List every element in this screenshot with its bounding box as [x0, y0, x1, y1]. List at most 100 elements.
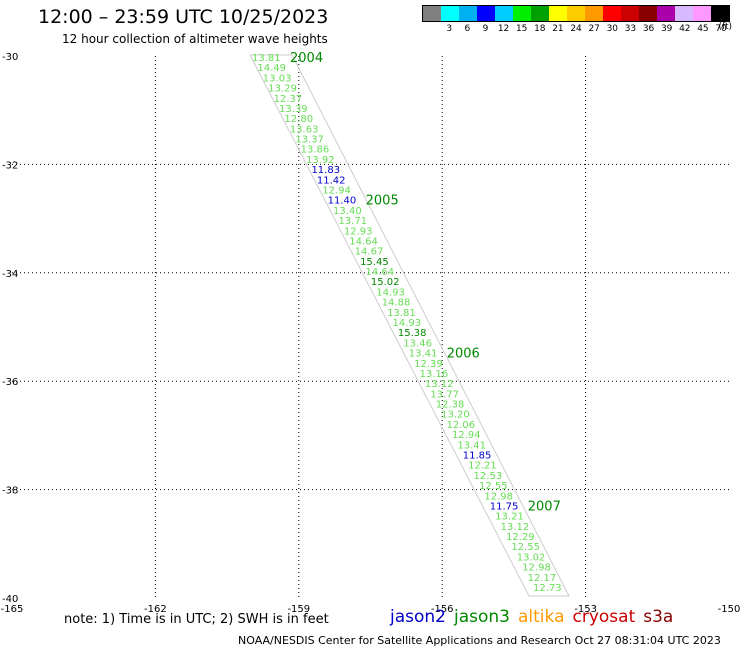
swh-value: 13.71: [338, 216, 367, 227]
swh-value: 13.81: [387, 308, 416, 319]
swh-value: 12.98: [522, 563, 551, 574]
lat-tick-label: -30: [2, 52, 18, 63]
scale-label: 6: [464, 24, 471, 34]
swh-value: 13.63: [290, 124, 319, 135]
swh-value: 13.86: [301, 145, 330, 156]
scale-swatch: [459, 6, 477, 21]
track-swath: [249, 54, 570, 597]
scale-swatch: [693, 6, 711, 21]
map-title: 12:00 – 23:59 UTC 10/25/2023: [38, 6, 329, 28]
swh-value: 14.49: [257, 63, 286, 74]
swh-value: 13.40: [333, 206, 362, 217]
legend-s3a: s3a: [643, 607, 674, 627]
scale-swatch: [621, 6, 639, 21]
time-label: 2004: [290, 51, 323, 66]
swh-value: 11.85: [463, 451, 492, 462]
swh-value: 12.38: [436, 400, 465, 411]
scale-swatch: [639, 6, 657, 21]
swh-value: 12.53: [474, 471, 503, 482]
scale-swatch: [549, 6, 567, 21]
swh-value: 13.29: [268, 84, 297, 95]
scale-label: 15: [515, 24, 528, 34]
swh-value: 13.37: [295, 135, 324, 146]
scale-label: 9: [482, 24, 489, 34]
color-scale-labels: 3 6 9 12 15 18 21 24 27 30 33 36 39 42 45 70: [422, 24, 730, 34]
swh-value: 11.75: [490, 501, 519, 512]
swh-value: 14.64: [349, 236, 378, 247]
swh-value: 11.40: [328, 196, 357, 207]
swh-value: 12.06: [447, 420, 476, 431]
swh-value: 12.94: [322, 186, 351, 197]
scale-label: 24: [570, 24, 582, 34]
map-subtitle: 12 hour collection of altimeter wave hei…: [62, 32, 328, 46]
swh-value: 13.21: [495, 512, 524, 523]
swh-value: 13.41: [457, 440, 486, 451]
swh-value: 12.39: [414, 359, 443, 370]
scale-label: 21: [552, 24, 564, 34]
swh-value: 14.64: [365, 267, 394, 278]
swh-value: 14.67: [355, 247, 384, 258]
color-scale-unit: (ft): [718, 22, 732, 32]
scale-swatch: [567, 6, 585, 21]
scale-swatch: [657, 6, 675, 21]
scale-label: 45: [697, 24, 709, 34]
scale-swatch: [477, 6, 495, 21]
scale-label: 70: [715, 24, 727, 34]
swh-value: 12.55: [511, 542, 540, 553]
swh-value: 12.17: [528, 573, 557, 584]
scale-label: 39: [660, 24, 673, 34]
scale-label: 12: [497, 24, 510, 34]
lat-tick-label: -32: [2, 160, 18, 171]
swh-value: 12.80: [284, 114, 313, 125]
swh-value: 13.20: [441, 410, 470, 421]
swh-value: 13.16: [420, 369, 449, 380]
scale-swatch: [675, 6, 693, 21]
scale-label: 3: [446, 24, 453, 34]
legend-jason2: jason2: [390, 607, 446, 627]
scale-swatch: [513, 6, 531, 21]
swh-value: 13.03: [263, 73, 292, 84]
legend-cryosat: cryosat: [572, 607, 636, 627]
scale-label: 30: [606, 24, 619, 34]
scale-label: 36: [642, 24, 655, 34]
time-label: 2006: [447, 347, 480, 362]
lat-tick-label: -40: [2, 594, 18, 605]
lat-tick-label: -38: [2, 486, 18, 497]
scale-swatch: [711, 6, 729, 21]
lon-tick-label: -159: [287, 604, 310, 615]
swh-value: 11.42: [317, 175, 346, 186]
scale-swatch: [585, 6, 603, 21]
lat-tick-label: -34: [2, 269, 18, 280]
swh-value: 12.93: [344, 226, 373, 237]
swh-value: 13.46: [403, 338, 432, 349]
swh-value: 14.93: [376, 287, 405, 298]
swh-value: 12.94: [452, 430, 481, 441]
swh-value: 15.02: [371, 277, 400, 288]
swh-value: 12.98: [484, 491, 513, 502]
lon-tick-label: -156: [431, 604, 454, 615]
scale-swatch: [603, 6, 621, 21]
satellite-legend: jason2 jason3 altika cryosat s3a: [390, 607, 681, 627]
swh-value: 12.73: [533, 583, 562, 594]
scale-label: 27: [588, 24, 600, 34]
swh-value: 15.38: [398, 328, 427, 339]
scale-swatch: [423, 6, 441, 21]
lon-tick-label: -153: [574, 604, 597, 615]
scale-label: 18: [534, 24, 546, 34]
swh-value: 13.39: [279, 104, 308, 115]
swh-value: 13.12: [425, 379, 454, 390]
time-label: 2007: [528, 499, 561, 514]
lon-tick-label: -162: [144, 604, 167, 615]
scale-label: 42: [679, 24, 691, 34]
color-scale-bar: [422, 5, 730, 22]
swh-value: 13.12: [501, 522, 530, 533]
color-scale: 3 6 9 12 15 18 21 24 27 30 33 36 39 42 45 70 (ft): [422, 5, 732, 39]
scale-label: 33: [624, 24, 637, 34]
scale-swatch: [495, 6, 513, 21]
footer-credit: NOAA/NESDIS Center for Satellite Applica…: [238, 634, 721, 647]
swh-value: 12.55: [479, 481, 508, 492]
swh-value: 13.02: [517, 552, 546, 563]
swh-value: 13.81: [252, 53, 281, 64]
swh-value: 13.77: [430, 389, 459, 400]
swh-value: 14.93: [393, 318, 422, 329]
